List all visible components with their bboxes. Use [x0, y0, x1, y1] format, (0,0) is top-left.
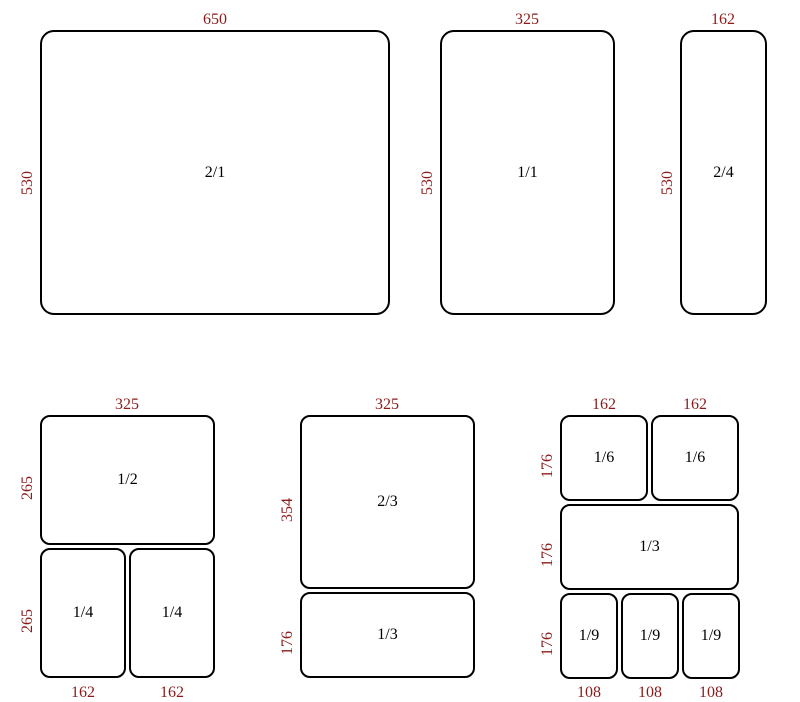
pan-1-6: 1/6 [560, 415, 648, 501]
pan-1-4: 1/4 [40, 548, 126, 678]
dim-label: 176 [280, 631, 296, 655]
dim-label: 325 [515, 12, 539, 28]
pan-1-1: 1/1 [440, 30, 615, 315]
pan-2-4: 2/4 [680, 30, 767, 315]
pan-1-4: 1/4 [129, 548, 215, 678]
dim-label: 325 [115, 397, 139, 413]
dim-label: 176 [540, 543, 556, 567]
dim-label: 176 [540, 454, 556, 478]
gn-pan-size-diagram: 2/1 1/1 2/4 1/2 1/4 1/4 2/3 1/3 1/6 1/6 … [0, 0, 800, 702]
dim-label: 530 [20, 171, 36, 195]
pan-label: 1/3 [377, 626, 397, 644]
pan-label: 2/3 [377, 493, 397, 511]
pan-label: 1/6 [685, 449, 705, 467]
dim-label: 265 [20, 609, 36, 633]
dim-label: 530 [420, 171, 436, 195]
dim-label: 162 [71, 685, 95, 701]
pan-label: 1/2 [117, 471, 137, 489]
dim-label: 162 [592, 397, 616, 413]
pan-1-6: 1/6 [651, 415, 739, 501]
dim-label: 108 [699, 685, 723, 701]
pan-label: 1/6 [594, 449, 614, 467]
dim-label: 650 [203, 12, 227, 28]
pan-1-9: 1/9 [621, 593, 679, 679]
dim-label: 108 [638, 685, 662, 701]
pan-label: 2/4 [713, 164, 733, 182]
dim-label: 530 [660, 171, 676, 195]
dim-label: 108 [577, 685, 601, 701]
dim-label: 162 [711, 12, 735, 28]
dim-label: 265 [20, 476, 36, 500]
pan-1-9: 1/9 [560, 593, 618, 679]
pan-label: 1/4 [162, 604, 182, 622]
dim-label: 162 [160, 685, 184, 701]
pan-label: 1/3 [639, 538, 659, 556]
pan-label: 2/1 [205, 164, 225, 182]
pan-2-3: 2/3 [300, 415, 475, 589]
pan-label: 1/9 [701, 627, 721, 645]
pan-2-1: 2/1 [40, 30, 390, 315]
pan-label: 1/9 [640, 627, 660, 645]
pan-label: 1/1 [517, 164, 537, 182]
pan-label: 1/4 [73, 604, 93, 622]
pan-1-2: 1/2 [40, 415, 215, 545]
dim-label: 354 [280, 498, 296, 522]
dim-label: 176 [540, 632, 556, 656]
pan-1-3: 1/3 [300, 592, 475, 678]
dim-label: 325 [375, 397, 399, 413]
pan-label: 1/9 [579, 627, 599, 645]
pan-1-9: 1/9 [682, 593, 740, 679]
pan-1-3: 1/3 [560, 504, 739, 590]
dim-label: 162 [683, 397, 707, 413]
